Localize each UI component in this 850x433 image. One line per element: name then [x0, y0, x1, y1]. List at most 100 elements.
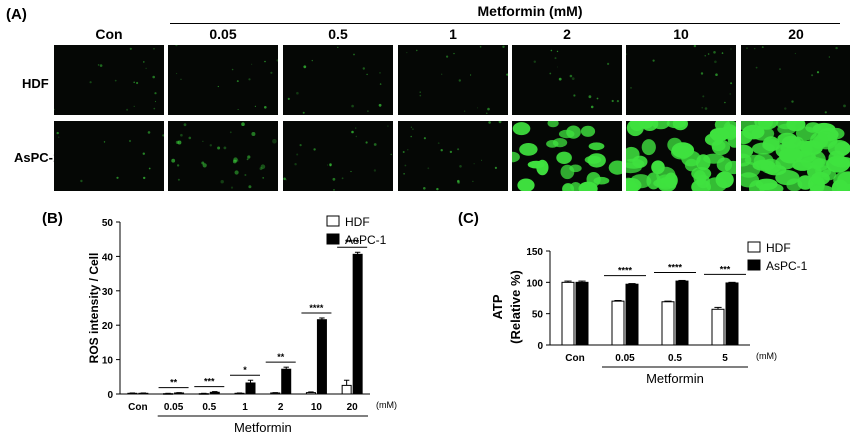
fluorescent-cluster: [641, 139, 656, 156]
fluorescent-dot: [272, 139, 277, 144]
fluorescent-cluster: [512, 151, 520, 163]
ros-chart-bar-hdf: [341, 384, 352, 395]
fluorescent-dot: [652, 59, 655, 62]
fluorescent-dot: [693, 45, 697, 48]
fluorescent-dot: [607, 62, 610, 65]
atp-bar-chart: 0 50 100 150 ATP (Relative %) Con 0.05 **** 0.5 **…: [490, 241, 808, 386]
fluorescent-cluster: [809, 185, 834, 191]
fluorescent-dot: [828, 56, 830, 58]
fluorescent-dot: [116, 176, 119, 179]
fluorescent-dot: [162, 134, 164, 137]
fluorescent-dot: [754, 48, 756, 50]
fluorescent-dot: [436, 187, 439, 191]
atp-chart-bar-hdf: [711, 308, 725, 346]
fluorescent-dot: [458, 79, 461, 82]
fluorescent-dot: [729, 93, 731, 95]
fluorescent-dot: [229, 131, 232, 134]
micrograph-signal: [626, 121, 736, 191]
fluorescent-dot: [143, 61, 145, 63]
fluorescent-dot: [811, 74, 814, 77]
fluorescent-dot: [99, 64, 103, 67]
fluorescent-cluster: [836, 183, 850, 191]
fluorescent-dot: [153, 48, 155, 50]
fluorescent-cluster: [742, 124, 765, 140]
fluorescent-cluster: [831, 156, 850, 168]
fluorescent-dot: [506, 73, 508, 76]
fluorescent-dot: [251, 132, 256, 136]
atp-chart-x-tick-label: 0.5: [668, 353, 682, 364]
atp-chart-x-tick-label: Con: [565, 353, 584, 364]
fluorescent-dot: [180, 78, 182, 80]
micrograph-signal: [287, 46, 382, 114]
fluorescent-dot: [154, 100, 157, 103]
atp-chart-bar-hdf: [661, 301, 675, 346]
atp-chart-y-tick-label: 50: [532, 310, 544, 321]
fluorescent-cluster: [781, 135, 802, 149]
row-label-hdf: HDF: [22, 76, 49, 91]
fluorescent-dot: [313, 148, 316, 151]
fluorescent-dot: [54, 108, 55, 111]
ros-chart-y-tick-label: 50: [102, 218, 114, 229]
fluorescent-dot: [410, 135, 412, 138]
fluorescent-dot: [177, 140, 182, 145]
fluorescent-cluster: [517, 178, 535, 191]
ros-chart-bar-aspc-1: [281, 368, 292, 395]
fluorescent-cluster: [762, 136, 780, 152]
atp-chart-legend-swatch-aspc-1: [747, 259, 761, 271]
atp-chart-x-label: Metformin: [646, 371, 704, 386]
fluorescent-dot: [129, 47, 132, 50]
fluorescent-dot: [761, 46, 764, 48]
fluorescent-cluster: [651, 121, 670, 130]
fluorescent-dot: [459, 165, 462, 168]
fluorescent-dot: [611, 99, 614, 103]
atp-chart-bar-aspc-1: [575, 281, 589, 346]
atp-chart-x-tick-label: 0.05: [615, 353, 635, 364]
fluorescent-cluster: [741, 153, 752, 167]
atp-chart-legend-swatch-hdf: [747, 241, 761, 253]
fluorescent-dot: [262, 177, 265, 179]
fluorescent-cluster: [703, 153, 725, 164]
fluorescent-dot: [573, 94, 576, 97]
fluorescent-dot: [410, 126, 412, 128]
fluorescent-dot: [816, 71, 820, 74]
ros-chart-legend-swatch-aspc-1: [326, 233, 340, 245]
fluorescent-cluster: [546, 140, 559, 148]
fluorescent-dot: [367, 110, 369, 113]
micrograph-hdf-1: [168, 45, 278, 115]
ros-chart-bar-hdf: [305, 392, 316, 395]
fluorescent-dot: [404, 164, 407, 167]
ros-chart-x-tick-label: 10: [311, 402, 323, 413]
fluorescent-dot: [463, 110, 466, 112]
ros-chart-y-tick-label: 20: [102, 321, 114, 332]
ros-chart-y-tick-label: 10: [102, 356, 114, 367]
micrograph-hdf-5: [626, 45, 736, 115]
fluorescent-dot: [259, 167, 263, 171]
fluorescent-dot: [835, 46, 838, 50]
fluorescent-dot: [402, 151, 405, 153]
fluorescent-dot: [403, 173, 405, 175]
ros-chart-x-tick-label: 20: [347, 402, 359, 413]
fluorescent-dot: [296, 153, 299, 156]
fluorescent-cluster: [629, 121, 645, 131]
ros-chart-legend-label-aspc-1: AsPC-1: [345, 233, 387, 247]
fluorescent-dot: [843, 104, 846, 108]
fluorescent-dot: [276, 59, 278, 62]
fluorescent-dot: [89, 81, 92, 84]
fluorescent-dot: [700, 72, 704, 75]
panel-c-letter: (C): [458, 210, 479, 227]
atp-chart-y-tick-label: 100: [526, 278, 543, 289]
fluorescent-dot: [329, 163, 332, 166]
ros-chart-x-label: Metformin: [234, 420, 292, 433]
ros-chart-unit-label: (mM): [376, 400, 397, 410]
column-header-3: 1: [449, 26, 457, 42]
fluorescent-dot: [236, 159, 239, 162]
fluorescent-dot: [176, 164, 180, 167]
micrograph-signal: [533, 49, 619, 109]
fluorescent-dot: [457, 179, 460, 183]
fluorescent-dot: [387, 125, 389, 127]
fluorescent-cluster: [672, 121, 688, 131]
fluorescent-cluster: [777, 123, 797, 135]
fluorescent-dot: [147, 131, 151, 134]
fluorescent-dot: [366, 73, 368, 76]
fluorescent-cluster: [556, 151, 572, 164]
